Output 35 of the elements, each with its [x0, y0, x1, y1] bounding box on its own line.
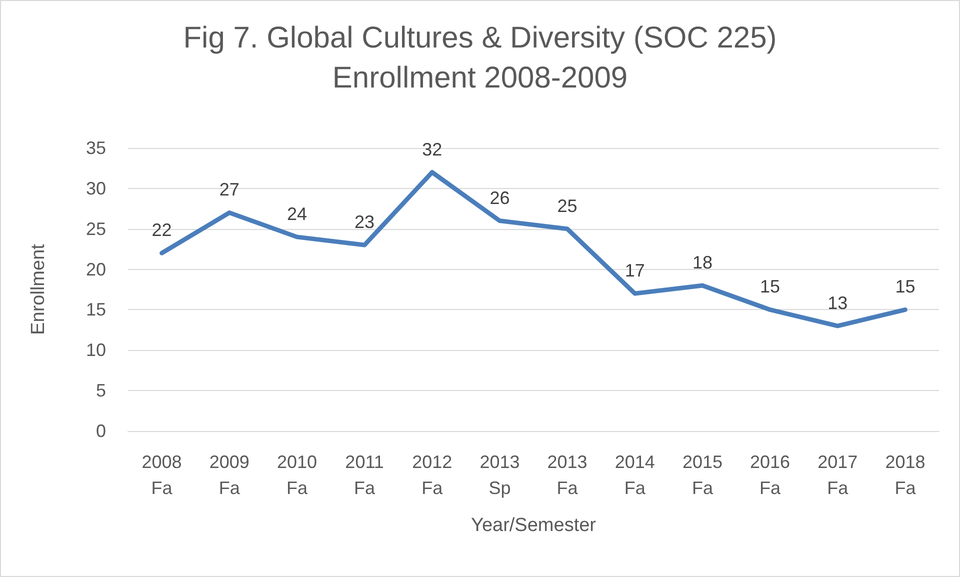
data-label: 15	[895, 276, 916, 297]
x-tick-label: 2014 Fa	[614, 452, 655, 498]
data-label: 24	[286, 204, 307, 224]
x-tick-label: 2018 Fa	[885, 452, 926, 498]
chart-title: Fig 7. Global Cultures & Diversity (SOC 225) Enrollment 2008-2009	[183, 22, 777, 94]
y-tick-label: 15	[86, 300, 106, 320]
x-tick-label: 2016 Fa	[750, 452, 790, 498]
y-axis-title: Enrollment	[28, 243, 49, 335]
data-label: 23	[354, 212, 375, 232]
data-label: 25	[557, 196, 578, 216]
x-tick-label: 2010 Fa	[276, 452, 317, 498]
data-label: 22	[152, 220, 172, 240]
data-label: 32	[422, 139, 442, 160]
y-tick-label: 35	[86, 138, 106, 158]
data-label: 17	[624, 260, 645, 281]
x-tick-label: 2017 Fa	[818, 452, 858, 498]
data-label: 13	[828, 292, 848, 313]
x-tick-label: 2009 Fa	[209, 452, 250, 498]
x-axis-title: Year/Semester	[471, 515, 597, 536]
y-tick-label: 5	[96, 380, 106, 401]
x-tick-label: 2015 Fa	[682, 452, 722, 498]
x-tick-label: 2008 Fa	[142, 452, 182, 498]
data-label: 18	[692, 252, 712, 272]
y-tick-label: 30	[86, 178, 106, 198]
x-tick-label: 2013 Sp	[480, 452, 520, 498]
x-tick-label: 2012 Fa	[412, 452, 452, 498]
y-tick-label: 0	[96, 421, 106, 441]
data-label: 15	[760, 276, 780, 297]
data-label: 26	[490, 188, 510, 208]
y-tick-label: 25	[86, 218, 106, 239]
x-tick-label: 2011 Fa	[345, 452, 384, 498]
y-tick-label: 20	[86, 259, 106, 280]
data-label: 27	[219, 180, 240, 200]
x-tick-label: 2013 Fa	[547, 452, 588, 498]
y-tick-label: 10	[86, 340, 106, 360]
